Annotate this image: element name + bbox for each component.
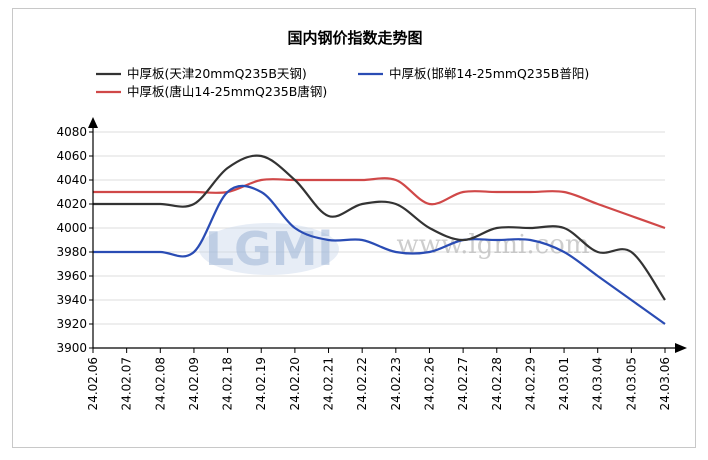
legend-label-tianjin: 中厚板(天津20mmQ235B天钢) (127, 66, 307, 81)
legend-entry-tangshan[interactable]: 中厚板(唐山14-25mmQ235B唐钢) (96, 84, 327, 99)
x-tick-label-15: 24.03.04 (591, 357, 605, 410)
x-tick-label-1: 24.02.07 (120, 357, 134, 410)
chart-svg: 国内钢价指数走势图 中厚板(天津20mmQ235B天钢) 中厚板(邯郸14-25… (56, 29, 687, 410)
watermark: LGMi www.lgmi.com (199, 222, 590, 276)
x-tick-label-11: 24.02.27 (456, 357, 470, 410)
x-tick-label-7: 24.02.21 (322, 357, 336, 410)
x-tick-label-3: 24.02.09 (187, 357, 201, 410)
series-line-tangshan (93, 177, 666, 230)
axes (88, 117, 687, 353)
legend-label-tangshan: 中厚板(唐山14-25mmQ235B唐钢) (127, 84, 327, 99)
x-tick-label-8: 24.02.22 (355, 357, 369, 410)
y-tick-label-1: 3920 (56, 317, 87, 331)
y-tick-label-5: 4000 (56, 221, 87, 235)
y-tick-label-9: 4080 (56, 125, 87, 139)
x-tick-label-4: 24.02.18 (221, 357, 235, 410)
x-tick-label-10: 24.02.26 (422, 357, 436, 410)
x-tick-label-13: 24.02.29 (523, 357, 537, 410)
x-tick-label-9: 24.02.23 (389, 357, 403, 410)
x-tick-label-16: 24.03.05 (624, 357, 638, 410)
y-tick-label-6: 4020 (56, 197, 87, 211)
x-axis-arrow (675, 343, 687, 353)
y-tick-label-3: 3960 (56, 269, 87, 283)
watermark-logo-oval (199, 223, 339, 275)
legend-entry-handan[interactable]: 中厚板(邯郸14-25mmQ235B普阳) (358, 66, 589, 81)
y-tick-label-2: 3940 (56, 293, 87, 307)
x-tick-label-6: 24.02.20 (288, 357, 302, 410)
x-tick-labels: 24.02.06 24.02.07 24.02.08 24.02.09 24.02.18… (86, 357, 672, 410)
chart-title: 国内钢价指数走势图 (287, 29, 422, 47)
y-tick-label-4: 3980 (56, 245, 87, 259)
watermark-url: www.lgmi.com (396, 230, 589, 260)
legend-entry-tianjin[interactable]: 中厚板(天津20mmQ235B天钢) (96, 66, 307, 81)
x-tick-label-17: 24.03.06 (658, 357, 672, 410)
watermark-logo-text: LGMi (205, 222, 334, 276)
y-tick-label-8: 4060 (56, 149, 87, 163)
series-line-tianjin (93, 154, 666, 301)
x-tick-label-12: 24.02.28 (490, 357, 504, 410)
y-tick-label-7: 4040 (56, 173, 87, 187)
y-tick-label-0: 3900 (56, 341, 87, 355)
chart-frame: 国内钢价指数走势图 中厚板(天津20mmQ235B天钢) 中厚板(邯郸14-25… (12, 8, 696, 448)
series-line-handan (93, 184, 666, 325)
legend: 中厚板(天津20mmQ235B天钢) 中厚板(邯郸14-25mmQ235B普阳)… (96, 66, 589, 99)
legend-label-handan: 中厚板(邯郸14-25mmQ235B普阳) (389, 66, 589, 81)
x-tick-label-5: 24.02.19 (254, 357, 268, 410)
x-tick-label-2: 24.02.08 (153, 357, 167, 410)
y-tick-labels: 3900 3920 3940 3960 3980 4000 4020 4040 4060 4080 (56, 125, 87, 355)
x-tick-label-14: 24.03.01 (557, 357, 571, 410)
x-tick-label-0: 24.02.06 (86, 357, 100, 410)
y-axis-arrow (88, 117, 98, 128)
grid (93, 131, 665, 325)
series-lines (93, 154, 666, 325)
